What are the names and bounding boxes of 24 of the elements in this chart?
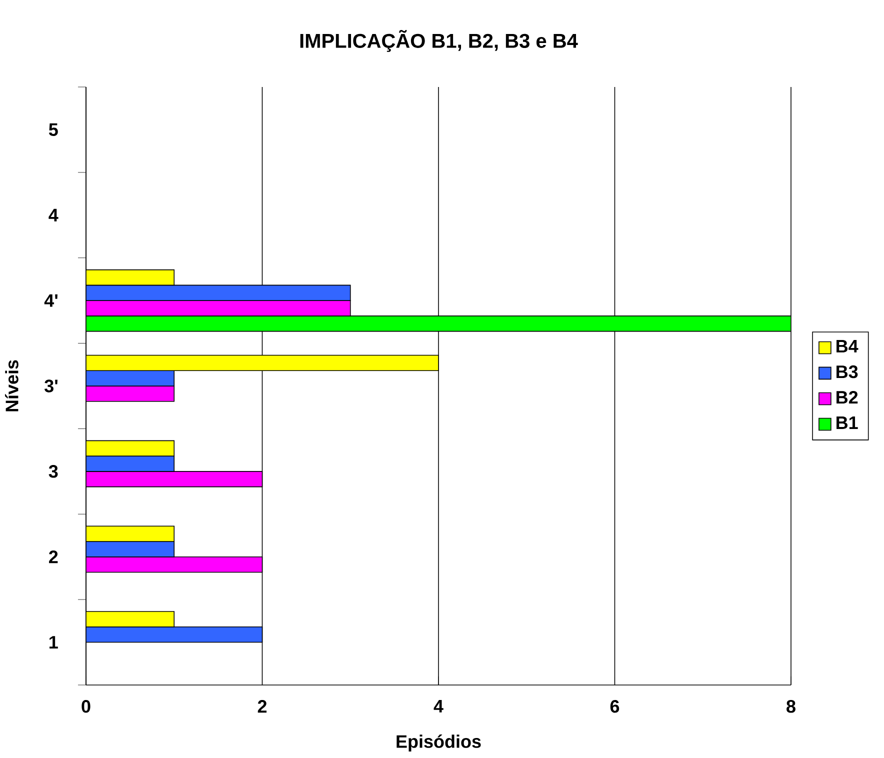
y-tick-label: 4': [44, 294, 58, 307]
bar: [86, 626, 263, 643]
y-axis-title: Níveis: [5, 360, 18, 412]
y-tick-label: 2: [49, 550, 58, 564]
y-tick-label: 3: [48, 465, 58, 478]
x-axis-title: Episódios: [396, 734, 481, 752]
x-tick-label: 2: [258, 700, 267, 713]
legend-label: B4: [836, 340, 858, 352]
x-tick-label: 0: [82, 700, 90, 713]
legend-label: B3: [836, 365, 858, 378]
bar: [86, 541, 175, 558]
chart-title: IMPLICAÇÃO B1, B2, B3 e B4: [300, 30, 578, 52]
bar: [86, 370, 175, 386]
x-tick-label: 6: [610, 700, 620, 713]
bar: [86, 284, 351, 301]
legend-label: B1: [836, 416, 858, 429]
y-tick-label: 5: [48, 123, 58, 136]
y-tick-label: 3': [44, 380, 58, 392]
legend-label: B2: [836, 390, 858, 404]
y-tick-label: 4: [48, 208, 58, 222]
y-tick-label: 1: [50, 636, 58, 648]
bar: [86, 456, 175, 472]
x-tick-label: 4: [434, 700, 444, 712]
x-tick-label: 8: [786, 700, 796, 713]
